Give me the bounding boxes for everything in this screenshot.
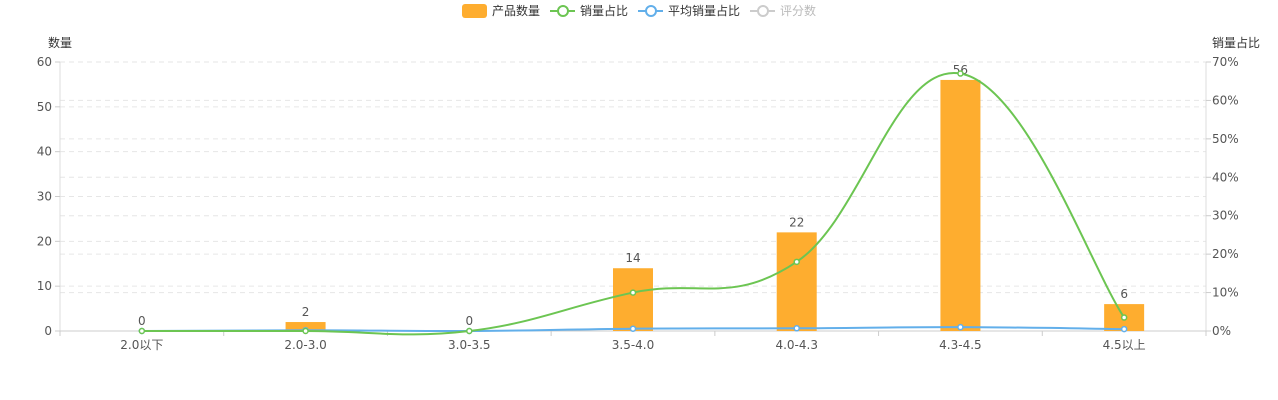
bar — [940, 79, 981, 331]
sales-share-point — [793, 258, 800, 266]
x-tick-label: 3.0-3.5 — [448, 338, 491, 352]
legend-item-sales-share[interactable]: 销量占比 — [549, 2, 628, 19]
sales-share-line — [141, 72, 1125, 336]
y-right-tick-label: 20% — [1212, 247, 1239, 261]
bar-value-label: 0 — [138, 314, 146, 328]
sales-share-point — [629, 289, 637, 296]
x-tick-label: 4.5以上 — [1103, 338, 1146, 352]
legend-label: 平均销量占比 — [668, 4, 741, 18]
y-left-tick-label: 60 — [37, 55, 52, 69]
y-right-tick-label: 0% — [1212, 324, 1231, 338]
x-tick-label: 4.0-4.3 — [775, 338, 818, 352]
legend-item-rating-count[interactable]: 评分数 — [750, 2, 816, 19]
bar-value-label: 0 — [465, 314, 473, 328]
legend-label: 销量占比 — [579, 4, 628, 18]
avg-sales-share-point — [1120, 325, 1128, 333]
line-circle-swatch-icon — [638, 4, 663, 18]
chart-legend: 产品数量 销量占比 平均销量占比 评分数 — [0, 2, 1278, 19]
y-right-tick-label: 60% — [1212, 93, 1239, 107]
sales-share-point — [1120, 314, 1128, 321]
bar — [613, 268, 653, 331]
x-tick-label: 3.5-4.0 — [612, 338, 655, 352]
sales-share-point — [302, 327, 309, 335]
avg-sales-share-point — [629, 325, 637, 332]
sales-share-point — [466, 327, 473, 335]
avg-sales-share-point — [957, 323, 964, 331]
legend-label: 评分数 — [780, 4, 817, 18]
left-axis-title: 数量 — [48, 36, 73, 50]
bar-value-label: 22 — [789, 215, 804, 229]
y-left-tick-label: 50 — [37, 100, 52, 114]
y-right-tick-label: 30% — [1212, 209, 1239, 223]
y-left-tick-label: 10 — [37, 279, 52, 293]
y-right-tick-label: 40% — [1212, 170, 1239, 184]
y-left-tick-label: 0 — [44, 324, 52, 338]
y-left-tick-label: 30 — [37, 190, 52, 204]
legend-item-avg-sales-share[interactable]: 平均销量占比 — [638, 2, 740, 19]
sales-share-point — [957, 70, 964, 77]
bar — [285, 322, 326, 331]
legend-item-product-count[interactable]: 产品数量 — [461, 2, 540, 19]
y-left-tick-label: 40 — [37, 145, 52, 159]
bar-value-label: 2 — [302, 305, 310, 319]
bar-value-label: 6 — [1120, 287, 1128, 301]
x-tick-label: 4.3-4.5 — [939, 338, 982, 352]
sales-share-point — [138, 327, 146, 335]
y-right-tick-label: 50% — [1212, 132, 1239, 146]
bar-swatch-icon — [461, 3, 487, 18]
y-right-tick-label: 10% — [1212, 286, 1239, 300]
avg-sales-share-point — [793, 325, 800, 332]
bar — [776, 232, 817, 331]
right-axis-title: 销量占比 — [1211, 36, 1260, 50]
line-circle-swatch-icon — [549, 4, 575, 18]
y-left-tick-label: 20 — [37, 234, 52, 248]
x-tick-label: 2.0-3.0 — [284, 338, 327, 352]
legend-label: 产品数量 — [491, 4, 540, 18]
x-tick-label: 2.0以下 — [120, 338, 163, 352]
line-circle-swatch-icon — [750, 4, 776, 18]
bar-value-label: 14 — [625, 251, 640, 265]
y-right-tick-label: 70% — [1212, 55, 1239, 69]
